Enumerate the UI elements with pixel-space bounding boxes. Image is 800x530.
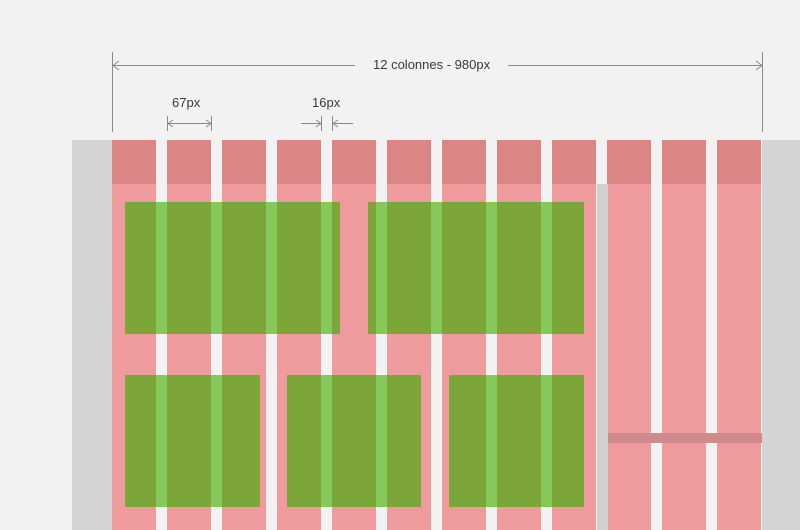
block-gutter-stripe	[541, 202, 552, 334]
block-gutter-stripe	[266, 202, 277, 334]
grid-column-10	[607, 140, 651, 530]
block-gutter-stripe	[156, 375, 167, 507]
column-header	[717, 140, 761, 184]
content-block-top-left	[125, 202, 340, 334]
total-width-arrow-left	[112, 60, 120, 71]
page-margin-right	[762, 140, 800, 530]
block-gutter-stripe	[376, 202, 387, 334]
gutter-width-label: 16px	[312, 95, 341, 111]
total-width-arrow-right	[755, 60, 763, 71]
column-width-label: 67px	[172, 95, 201, 111]
column-header	[662, 140, 706, 184]
sidebar-row-divider	[608, 433, 762, 443]
block-gutter-stripe	[376, 375, 387, 507]
block-gutter-stripe	[486, 202, 497, 334]
block-gutter-stripe	[321, 202, 332, 334]
column-header	[552, 140, 596, 184]
content-block-top-right	[368, 202, 584, 334]
column-header	[497, 140, 541, 184]
total-width-label: 12 colonnes - 980px	[355, 57, 509, 73]
content-block-bottom-mid	[287, 375, 421, 507]
block-gutter-stripe	[486, 375, 497, 507]
block-gutter-stripe	[541, 375, 552, 507]
grid-column-12	[717, 140, 761, 530]
grid-column-11	[662, 140, 706, 530]
column-body	[717, 184, 761, 530]
column-header	[112, 140, 156, 184]
column-header	[167, 140, 211, 184]
column-header	[332, 140, 376, 184]
content-block-bottom-right	[449, 375, 584, 507]
gutter-width-arrow-right	[332, 119, 339, 128]
gutter-width-arrow-left	[315, 119, 322, 128]
column-header	[277, 140, 321, 184]
block-gutter-stripe	[211, 202, 222, 334]
column-header	[607, 140, 651, 184]
column-body	[607, 184, 651, 530]
sidebar-divider	[597, 184, 608, 530]
content-block-bottom-left	[125, 375, 260, 507]
block-gutter-stripe	[431, 202, 442, 334]
column-header	[222, 140, 266, 184]
column-body	[662, 184, 706, 530]
column-header	[387, 140, 431, 184]
page-margin-left	[72, 140, 112, 530]
block-gutter-stripe	[211, 375, 222, 507]
column-header	[442, 140, 486, 184]
column-width-arrow-right	[205, 119, 212, 128]
column-width-arrow-left	[167, 119, 174, 128]
block-gutter-stripe	[156, 202, 167, 334]
block-gutter-stripe	[321, 375, 332, 507]
